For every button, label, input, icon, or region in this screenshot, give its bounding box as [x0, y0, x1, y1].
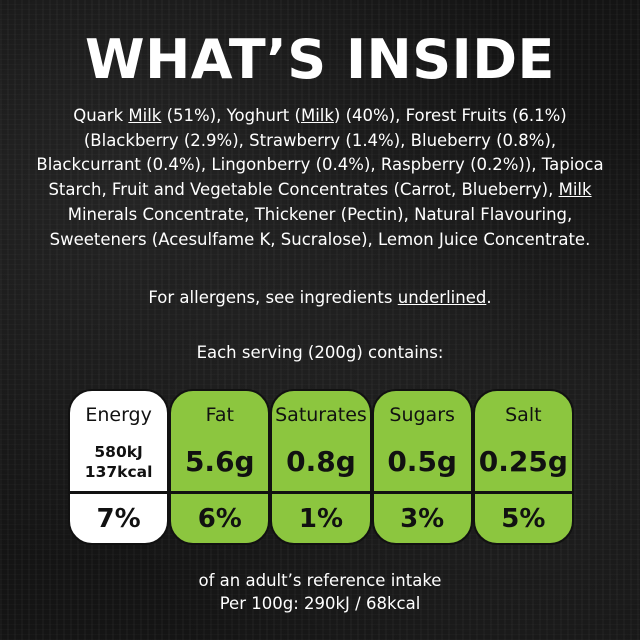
ingredient-text: ) (40%), Forest Fruits (6.1%): [333, 106, 567, 125]
ingredients-line: (Blackberry (2.9%), Strawberry (1.4%), B…: [20, 129, 620, 154]
ingredients-list: Quark Milk (51%), Yoghurt (Milk) (40%), …: [20, 104, 620, 252]
nutrient-value: 580kJ 137kcal: [70, 442, 167, 482]
nutrition-label-sugars: Sugars 0.5g 3%: [371, 389, 473, 545]
ingredient-text: Minerals Concentrate, Thickener (Pectin)…: [67, 204, 573, 224]
reference-intake-note: of an adult’s reference intake Per 100g:…: [0, 569, 640, 615]
nutrient-value: 5.6g: [184, 445, 255, 478]
nutrient-value-kcal: 137kcal: [84, 463, 153, 481]
nutrient-name: Saturates: [275, 404, 367, 426]
per-100g-line: Per 100g: 290kJ / 68kcal: [219, 594, 421, 613]
allergen-note-underlined: underlined: [397, 288, 487, 307]
nutrient-percent: 6%: [197, 504, 242, 534]
nutrient-name: Sugars: [389, 404, 455, 426]
label-divider: [474, 491, 572, 494]
nutrition-label-energy: Energy 580kJ 137kcal 7%: [68, 389, 170, 545]
allergen-note-prefix: For allergens, see ingredients: [148, 288, 398, 307]
allergen-ingredient: Milk: [300, 106, 334, 125]
ingredient-text: (Blackberry (2.9%), Strawberry (1.4%), B…: [83, 130, 557, 150]
ingredient-text: Blackcurrant (0.4%), Lingonberry (0.4%),…: [36, 155, 604, 175]
ingredients-line: Sweeteners (Acesulfame K, Sucralose), Le…: [20, 228, 620, 253]
label-divider: [272, 491, 370, 494]
label-divider: [171, 491, 269, 494]
ingredients-line: Minerals Concentrate, Thickener (Pectin)…: [20, 203, 620, 228]
reference-intake-line: of an adult’s reference intake: [198, 571, 442, 590]
label-divider: [373, 491, 471, 494]
ingredient-text: Sweeteners (Acesulfame K, Sucralose), Le…: [49, 229, 591, 249]
nutrient-percent: 3%: [400, 504, 445, 534]
ingredients-line: Quark Milk (51%), Yoghurt (Milk) (40%), …: [20, 104, 620, 129]
nutrient-name: Salt: [505, 404, 542, 426]
nutrition-label-fat: Fat 5.6g 6%: [169, 389, 271, 545]
nutrient-value: 0.5g: [387, 445, 457, 478]
allergen-ingredient: Milk: [128, 106, 162, 125]
ingredients-line: Starch, Fruit and Vegetable Concentrates…: [20, 178, 620, 203]
nutrition-label-salt: Salt 0.25g 5%: [472, 389, 574, 545]
allergen-ingredient: Milk: [558, 180, 592, 200]
nutrition-labels: Energy 580kJ 137kcal 7% Fat 5.6g 6% Satu…: [68, 389, 574, 545]
nutrition-label-saturates: Saturates 0.8g 1%: [270, 389, 372, 545]
label-divider: [70, 491, 168, 494]
nutrient-percent: 5%: [501, 504, 546, 534]
ingredient-text: (51%), Yoghurt (: [161, 106, 301, 125]
nutrient-percent: 1%: [298, 504, 344, 534]
nutrient-name: Fat: [205, 404, 234, 426]
allergen-note: For allergens, see ingredients underline…: [0, 286, 640, 310]
ingredient-text: Quark: [73, 106, 129, 125]
ingredients-line: Blackcurrant (0.4%), Lingonberry (0.4%),…: [20, 153, 620, 178]
ingredient-text: Starch, Fruit and Vegetable Concentrates…: [48, 180, 559, 200]
nutrient-value-kj: 580kJ: [94, 443, 143, 461]
nutrient-value: 0.8g: [286, 445, 356, 478]
serving-info: Each serving (200g) contains:: [196, 343, 444, 362]
nutrient-name: Energy: [85, 404, 152, 426]
allergen-note-suffix: .: [486, 288, 492, 307]
nutrient-value: 0.25g: [478, 445, 568, 478]
page-title: WHAT’S INSIDE: [85, 28, 555, 91]
nutrient-percent: 7%: [96, 504, 141, 534]
